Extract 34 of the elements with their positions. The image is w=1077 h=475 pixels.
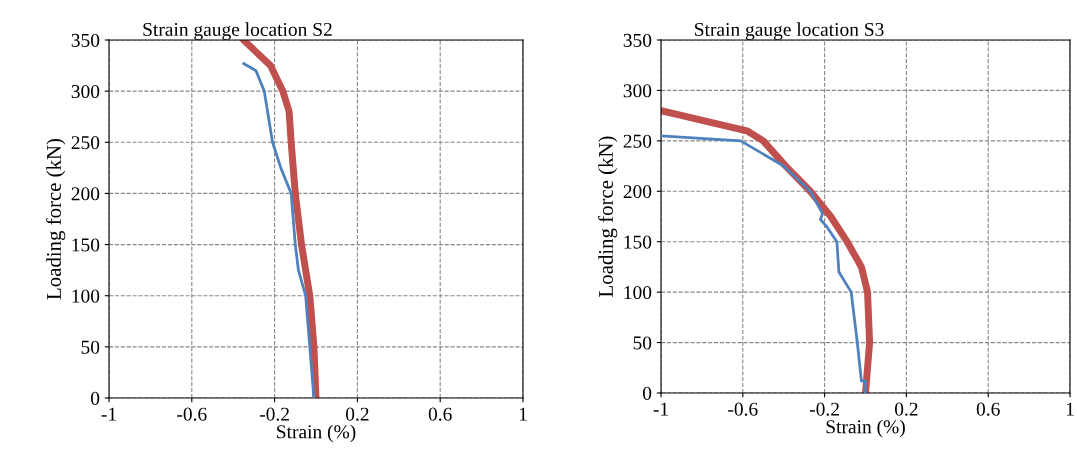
y-tick-label: 300	[71, 84, 100, 99]
x-tick-label: 1	[519, 407, 527, 421]
x-tick-label: -1	[101, 407, 116, 421]
y-tick-label: 150	[72, 238, 100, 252]
x-tick-label: 0.2	[894, 402, 918, 416]
y-tick-label: 150	[624, 235, 652, 249]
x-tick-label: 0.6	[428, 407, 452, 421]
x-tick-label: -0.6	[177, 407, 207, 421]
x-tick-label: -0.2	[259, 407, 289, 421]
y-tick-label: 350	[623, 33, 652, 47]
y-tick-label: 200	[623, 185, 652, 199]
x-tick-label: 0.6	[976, 402, 1000, 416]
y-tick-label: 100	[624, 285, 652, 300]
x-tick-label: 1	[1066, 402, 1074, 416]
y-tick-label: 100	[72, 289, 100, 303]
y-tick-label: 300	[623, 84, 652, 98]
x-tick-label: -0.6	[728, 402, 758, 416]
y-tick-label: 0	[90, 391, 100, 405]
y-tick-label: 250	[623, 134, 652, 148]
x-tick-label: -0.2	[809, 402, 839, 416]
y-axis-title: Loading force (kN)	[46, 138, 66, 300]
chart-title: Strain gauge location S3	[695, 22, 884, 40]
y-tick-label: 50	[81, 340, 100, 354]
x-axis-title: Strain (%)	[277, 424, 356, 443]
x-tick-label: -1	[653, 402, 668, 416]
y-tick-label: 200	[71, 187, 100, 201]
chart-title: Strain gauge location S2	[143, 22, 332, 40]
y-tick-label: 0	[642, 386, 652, 400]
y-axis-title: Loading force (kN)	[598, 136, 618, 297]
y-tick-label: 250	[71, 136, 100, 150]
x-axis-title: Strain (%)	[826, 419, 905, 438]
x-tick-label: 0.2	[345, 407, 369, 421]
y-tick-label: 50	[633, 336, 652, 350]
y-tick-label: 350	[71, 33, 100, 47]
